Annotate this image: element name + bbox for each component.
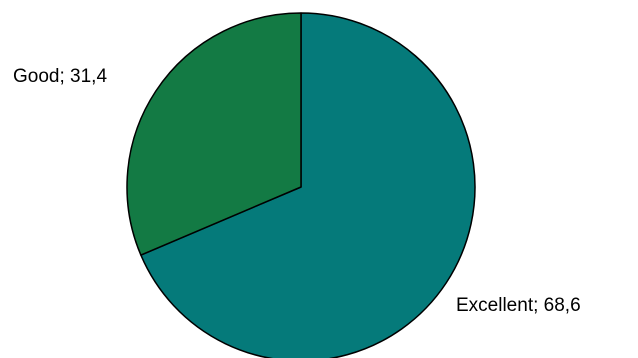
pie-slices bbox=[126, 12, 476, 358]
pie-slice-excellent bbox=[140, 12, 476, 358]
pie-slice-good bbox=[126, 12, 302, 256]
slice-label-excellent: Excellent; 68,6 bbox=[456, 295, 581, 316]
slice-label-good: Good; 31,4 bbox=[13, 66, 107, 87]
pie-labels: Excellent; 68,6 Good; 31,4 bbox=[13, 66, 581, 316]
